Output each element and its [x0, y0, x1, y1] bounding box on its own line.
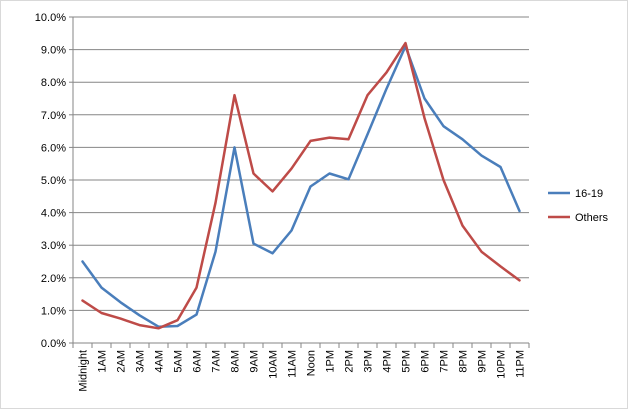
data-point [233, 94, 236, 96]
y-tick-label: 9.0% [41, 45, 66, 57]
data-point [81, 260, 84, 263]
data-point [499, 166, 502, 168]
data-point [499, 265, 502, 267]
data-point [157, 327, 160, 329]
series-line-1 [81, 45, 521, 328]
data-point [138, 314, 141, 316]
x-tick-label: 1PM [325, 350, 337, 373]
y-tick-label: 10.0% [35, 12, 66, 24]
axes [69, 16, 530, 348]
data-point [347, 178, 350, 180]
data-point [195, 314, 198, 316]
x-tick-label: 10AM [268, 350, 280, 379]
y-tick-label: 3.0% [41, 240, 66, 252]
y-tick-label: 5.0% [41, 175, 66, 187]
data-point [404, 42, 407, 44]
y-axis-tick-labels: 0.0% 1.0% 2.0% 3.0% 4.0% 5.0% 6.0% 7.0% 8.0% 9.0%… [35, 12, 66, 350]
data-point [119, 301, 122, 303]
data-point [290, 229, 293, 232]
data-point [214, 251, 217, 253]
x-tick-label: 6PM [420, 350, 432, 373]
legend: 16-19 Others [548, 188, 609, 224]
x-tick-label: 3AM [135, 350, 147, 373]
x-tick-label: 3PM [363, 350, 375, 373]
data-point [461, 138, 464, 140]
data-point [271, 252, 274, 254]
data-point [442, 179, 445, 181]
data-point [309, 140, 312, 142]
y-tick-label: 7.0% [41, 110, 66, 122]
x-tick-label: 11PM [515, 350, 527, 378]
data-point [271, 190, 274, 193]
x-tick-label: 2AM [116, 350, 128, 373]
data-point [290, 167, 293, 170]
x-tick-label: 1AM [97, 350, 109, 373]
x-tick-label: 2PM [344, 350, 356, 373]
data-point [233, 146, 236, 148]
data-point [214, 202, 217, 204]
data-point [309, 185, 312, 188]
legend-label: 16-19 [575, 188, 603, 200]
data-point [138, 324, 141, 326]
x-tick-label: 10PM [496, 350, 508, 379]
data-point [81, 300, 84, 302]
gridlines [73, 16, 529, 311]
x-tick-label: 8AM [230, 350, 242, 373]
x-tick-label: 6AM [192, 350, 204, 373]
x-tick-label: 7PM [439, 350, 451, 373]
data-point [423, 117, 426, 119]
data-point [366, 94, 369, 96]
y-tick-label: 2.0% [41, 273, 66, 285]
data-point [385, 88, 388, 90]
data-point [176, 325, 179, 327]
data-point [423, 97, 426, 100]
x-tick-label: Midnight [78, 350, 90, 392]
data-point [176, 319, 179, 321]
x-tick-label: 4AM [154, 350, 166, 373]
x-tick-label: 9AM [249, 350, 261, 373]
data-point [328, 172, 331, 175]
data-point [480, 154, 483, 157]
series-lines [81, 41, 521, 330]
x-tick-label: Noon [306, 350, 318, 376]
data-point [100, 312, 103, 314]
x-tick-label: 7AM [211, 350, 223, 373]
y-tick-label: 6.0% [41, 142, 66, 154]
x-tick-label: 9PM [477, 350, 489, 373]
y-tick-label: 1.0% [41, 305, 66, 317]
series-line-2 [81, 41, 521, 330]
data-point [347, 138, 350, 140]
x-tick-label: 5AM [173, 350, 185, 373]
legend-label: Others [575, 212, 609, 224]
data-point [195, 286, 198, 289]
y-tick-label: 4.0% [41, 208, 66, 220]
x-tick-label: 5PM [401, 350, 413, 373]
data-point [442, 125, 445, 127]
data-point [480, 251, 483, 253]
data-point [100, 286, 103, 289]
data-point [518, 210, 521, 212]
y-tick-label: 8.0% [41, 77, 66, 89]
x-axis-tick-labels: Midnight 1AM 2AM 3AM 4AM 5AM 6AM 7AM 8AM 9AM 10AM 1… [78, 350, 527, 392]
data-point [385, 71, 388, 74]
data-point [252, 172, 255, 175]
data-point [518, 279, 521, 282]
data-point [461, 225, 464, 227]
data-point [366, 133, 369, 135]
data-point [328, 137, 331, 139]
x-tick-label: 11AM [287, 350, 299, 378]
data-point [252, 242, 255, 245]
x-tick-label: 8PM [458, 350, 470, 373]
x-tick-label: 4PM [382, 350, 394, 373]
data-point [119, 317, 122, 320]
y-tick-label: 0.0% [41, 338, 66, 350]
